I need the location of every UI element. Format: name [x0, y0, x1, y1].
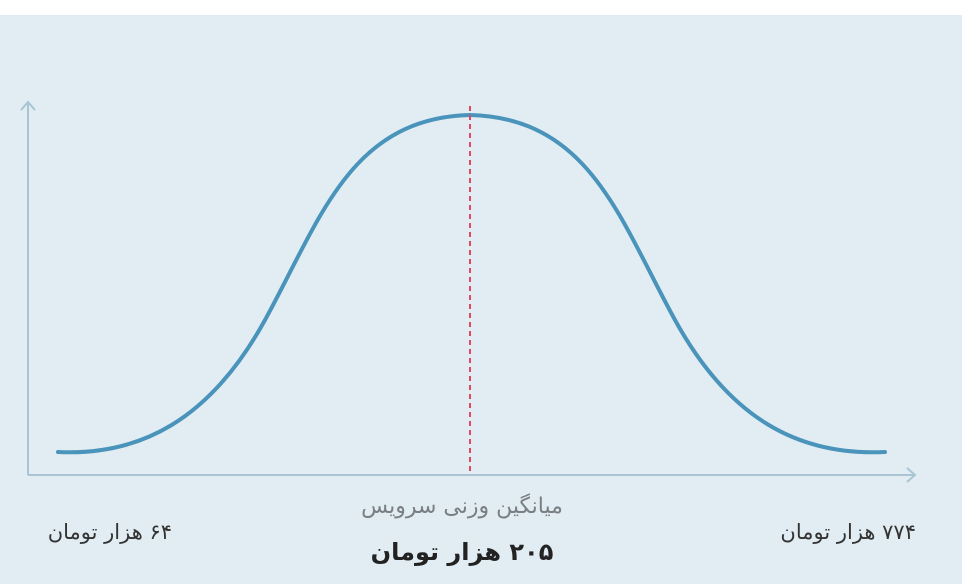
- chart-panel: [0, 15, 962, 584]
- max-label: ۷۷۴ هزار تومان: [780, 520, 916, 544]
- y-axis-arrow: [20, 100, 36, 111]
- axes: [20, 100, 917, 483]
- mean-caption: میانگین وزنی سرویس: [361, 494, 563, 519]
- x-axis-arrow: [906, 467, 917, 483]
- min-label: ۶۴ هزار تومان: [47, 520, 172, 544]
- bell-curve: [56, 112, 887, 455]
- mean-label: ۲۰۵ هزار تومان: [370, 538, 554, 566]
